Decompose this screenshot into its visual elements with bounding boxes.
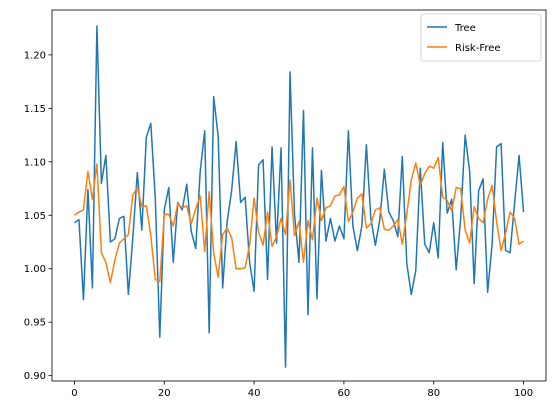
series-line-0 — [74, 25, 525, 368]
legend-label-0: Tree — [454, 23, 476, 34]
y-tick-label: 1.15 — [24, 104, 46, 115]
x-tick-label: 80 — [427, 388, 440, 399]
legend-label-1: Risk-Free — [455, 43, 501, 54]
plot-lines — [74, 25, 525, 368]
x-axis: 0 20 40 60 80 100 — [71, 381, 533, 399]
y-tick-label: 1.20 — [24, 50, 46, 61]
y-tick-label: 0.95 — [24, 318, 46, 329]
x-tick-label: 60 — [338, 388, 351, 399]
x-tick-label: 0 — [71, 388, 77, 399]
legend-box — [420, 13, 542, 62]
y-tick-label: 1.05 — [24, 211, 46, 222]
x-tick-label: 100 — [514, 388, 533, 399]
legend: Tree Risk-Free — [420, 13, 542, 62]
series-line-1 — [74, 156, 524, 284]
y-axis: 0.90 0.95 1.00 1.05 1.10 1.15 1.20 — [24, 50, 52, 382]
y-tick-label: 1.10 — [24, 157, 46, 168]
plot-frame — [51, 9, 547, 382]
x-tick-label: 20 — [158, 388, 171, 399]
x-tick-label: 40 — [248, 388, 261, 399]
y-tick-label: 0.90 — [24, 371, 46, 382]
y-tick-label: 1.00 — [24, 264, 46, 275]
